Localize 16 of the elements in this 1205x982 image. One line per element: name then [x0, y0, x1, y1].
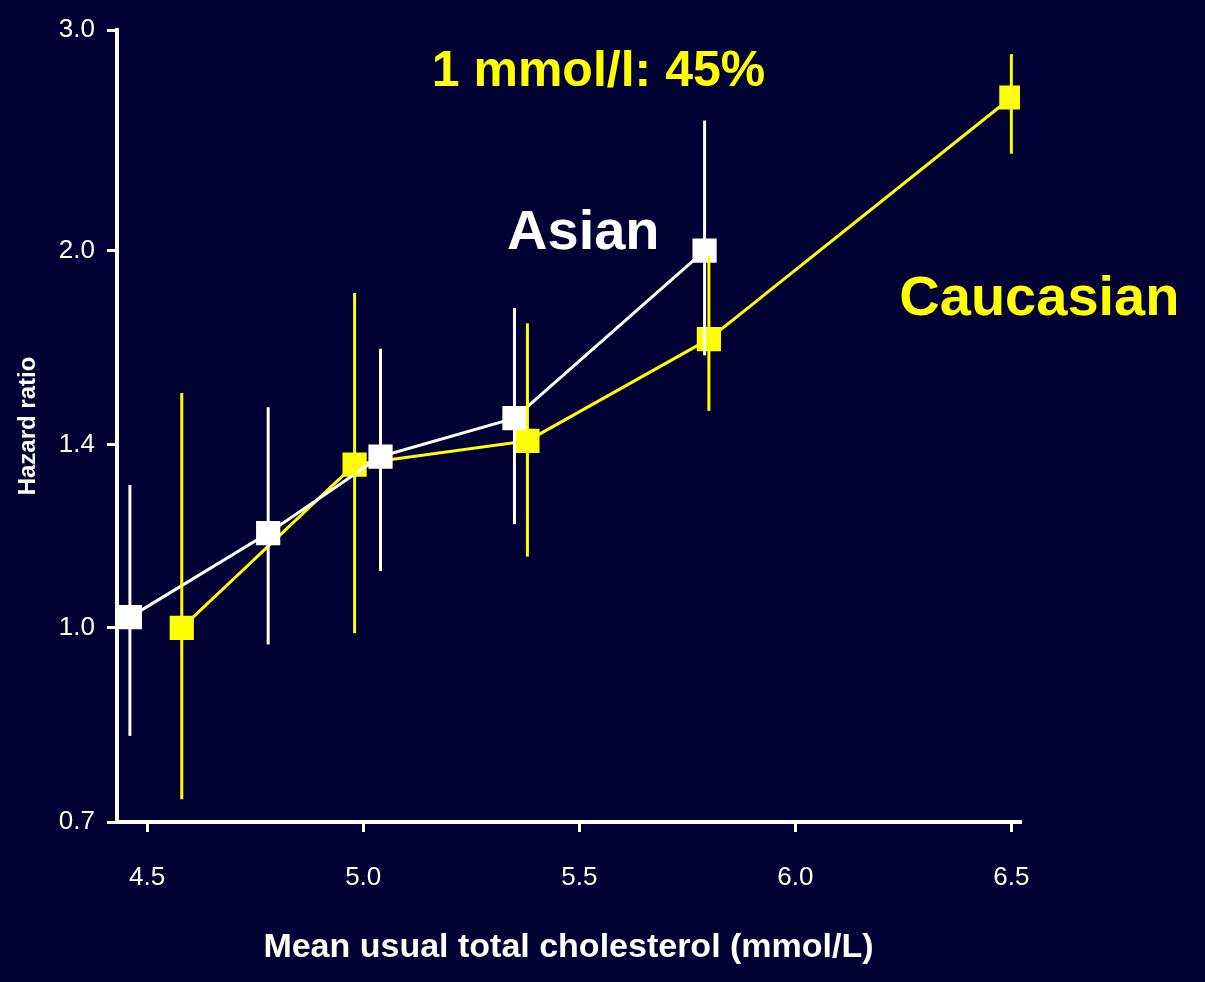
- x-tick-label: 6.0: [777, 860, 814, 891]
- y-tick-label: 1.0: [58, 611, 95, 642]
- y-tick-label: 0.7: [58, 805, 95, 836]
- series-label: Caucasian: [899, 263, 1180, 327]
- x-tick-label: 6.5: [993, 860, 1030, 891]
- x-tick-label: 5.0: [345, 860, 382, 891]
- x-tick-label: 4.5: [129, 860, 166, 891]
- x-axis-title: Mean usual total cholesterol (mmol/L): [263, 925, 874, 964]
- y-tick-label: 1.4: [58, 427, 95, 458]
- y-tick-label: 2.0: [58, 233, 95, 264]
- x-tick-label: 5.5: [561, 860, 598, 891]
- y-axis-title: Hazard ratio: [13, 356, 41, 496]
- annotation: 1 mmol/l: 45%: [431, 40, 766, 97]
- series-label: Asian: [507, 198, 660, 262]
- y-tick-label: 3.0: [58, 13, 95, 44]
- point: [368, 444, 393, 469]
